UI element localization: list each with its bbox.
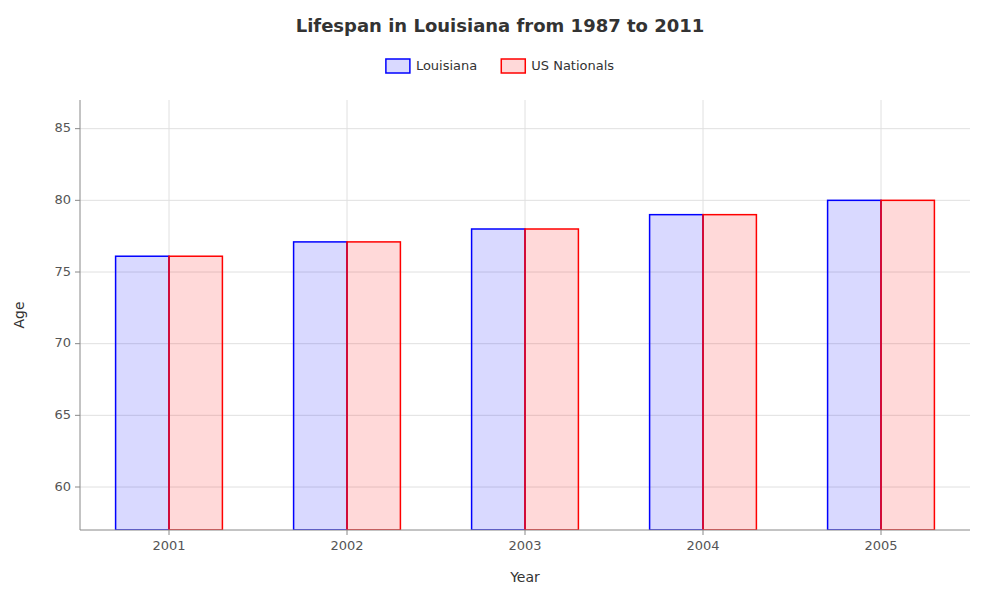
legend-swatch [386,59,410,73]
x-tick-label: 2003 [508,538,541,553]
y-tick [75,415,80,416]
bars [116,200,935,530]
bar [703,215,756,530]
y-tick [75,487,80,488]
legend-item: US Nationals [501,58,614,74]
y-tick [75,272,80,273]
bar [881,200,934,530]
x-tick [881,530,882,535]
grid [80,100,970,530]
bar [347,242,400,530]
bar [525,229,578,530]
y-axis-line [80,100,81,530]
y-tick-label: 70 [54,335,71,350]
y-tick-label: 65 [54,407,71,422]
y-tick [75,343,80,344]
chart-container: 60 65 70 75 80 85 2001 2002 2003 2004 2005 Year Age L… [0,0,1000,600]
legend-item: Louisiana [386,58,477,74]
x-axis-label: Year [509,569,540,585]
y-tick-label: 80 [54,192,71,207]
y-axis-label: Age [11,301,27,328]
x-tick-label: 2002 [330,538,363,553]
x-tick-label: 2004 [686,538,719,553]
bar [828,200,881,530]
title: Lifespan in Louisiana from 1987 to 2011 [296,15,705,36]
legend-label: Louisiana [416,58,477,73]
x-tick [347,530,348,535]
y-tick [75,128,80,129]
bar [116,256,169,530]
x-tick [703,530,704,535]
legend-swatch [501,59,525,73]
bar [169,256,222,530]
bar [650,215,703,530]
legend-label: US Nationals [531,58,614,73]
x-tick-label: 2001 [152,538,185,553]
y-tick-label: 75 [54,264,71,279]
chart-svg: 60 65 70 75 80 85 2001 2002 2003 2004 2005 Year Age L… [0,0,1000,600]
axes: 60 65 70 75 80 85 2001 2002 2003 2004 2005 [54,100,970,553]
x-tick-label: 2005 [864,538,897,553]
y-tick [75,200,80,201]
bar [294,242,347,530]
x-tick [525,530,526,535]
x-tick [169,530,170,535]
y-tick-label: 60 [54,479,71,494]
bar [472,229,525,530]
legend: Louisiana US Nationals [386,58,614,74]
y-tick-label: 85 [54,120,71,135]
